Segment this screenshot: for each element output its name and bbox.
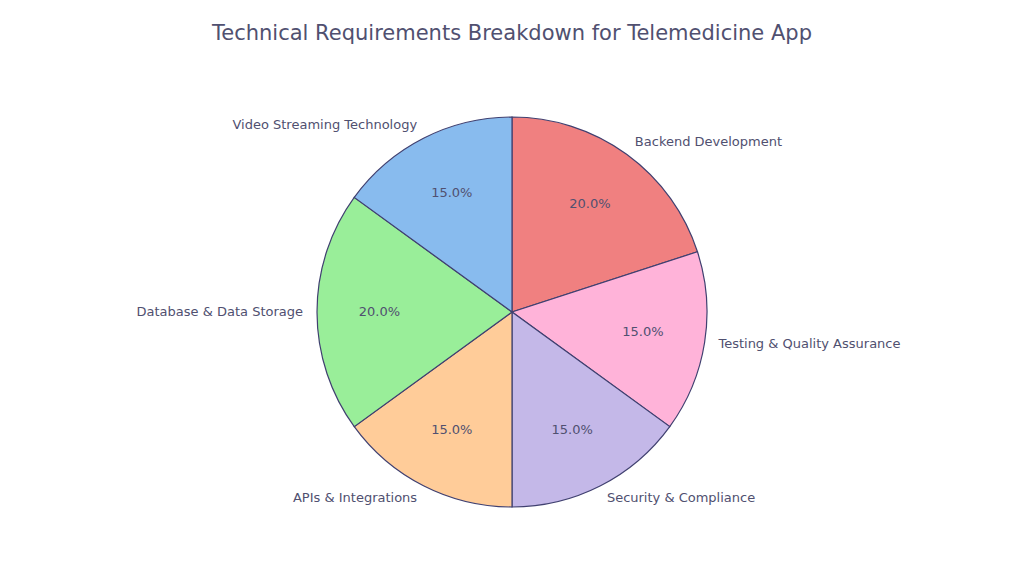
data-label: 15.0%: [431, 422, 472, 437]
data-label: 15.0%: [552, 422, 593, 437]
pie-slice: [512, 312, 670, 507]
pie-labels: 20.0% 15.0% 15.0% 15.0% 20.0% 15.0% Backend De…: [137, 117, 901, 504]
chart-container: Technical Requirements Breakdown for Tel…: [0, 0, 1024, 575]
chart-title: Technical Requirements Breakdown for Tel…: [211, 21, 812, 45]
category-label: Video Streaming Technology: [232, 117, 417, 132]
category-label: APIs & Integrations: [293, 490, 417, 505]
data-label: 15.0%: [622, 324, 663, 339]
data-label: 20.0%: [569, 196, 610, 211]
category-label: Testing & Quality Assurance: [717, 336, 900, 351]
slices: [317, 117, 707, 507]
data-label: 20.0%: [359, 304, 400, 319]
chart-svg: Technical Requirements Breakdown for Tel…: [0, 0, 1024, 575]
pie-slice: [354, 117, 512, 312]
pie: [317, 117, 707, 507]
category-label: Database & Data Storage: [137, 304, 303, 319]
category-label: Security & Compliance: [607, 490, 755, 505]
category-label: Backend Development: [635, 134, 782, 149]
data-label: 15.0%: [431, 185, 472, 200]
